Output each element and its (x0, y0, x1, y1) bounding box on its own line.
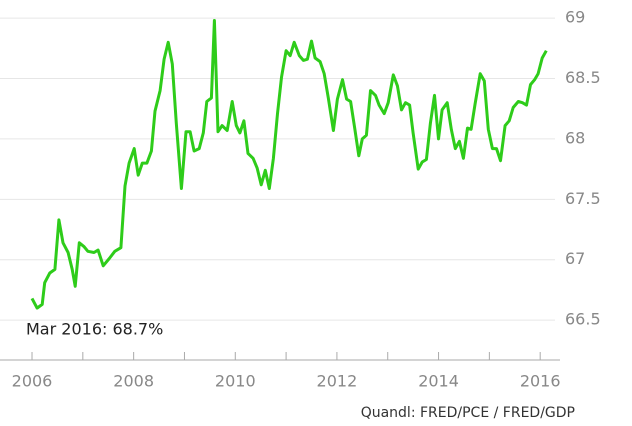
y-tick-label: 68 (565, 128, 585, 147)
x-tick-label: 2014 (418, 372, 459, 391)
x-tick-label: 2008 (113, 372, 154, 391)
x-tick-label: 2010 (215, 372, 256, 391)
y-tick-label: 67 (565, 249, 585, 268)
x-tick-label: 2012 (317, 372, 358, 391)
x-tick-label: 2006 (12, 372, 53, 391)
y-tick-label: 66.5 (565, 310, 601, 329)
y-tick-label: 69 (565, 8, 585, 27)
annotation: Mar 2016: 68.7% (26, 320, 163, 339)
x-tick-label: 2016 (520, 372, 561, 391)
source: Quandl: FRED/PCE / FRED/GDP (361, 405, 575, 421)
y-tick-label: 68.5 (565, 68, 601, 87)
line-series (30, 19, 548, 310)
y-tick-label: 67.5 (565, 189, 601, 208)
